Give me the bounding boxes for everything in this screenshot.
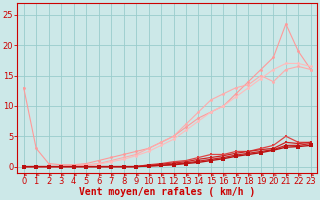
X-axis label: Vent moyen/en rafales ( km/h ): Vent moyen/en rafales ( km/h ) xyxy=(79,187,255,197)
